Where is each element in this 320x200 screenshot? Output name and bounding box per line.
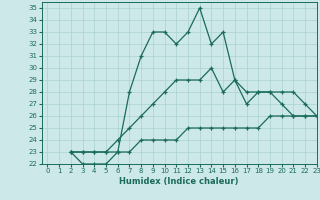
- X-axis label: Humidex (Indice chaleur): Humidex (Indice chaleur): [119, 177, 239, 186]
